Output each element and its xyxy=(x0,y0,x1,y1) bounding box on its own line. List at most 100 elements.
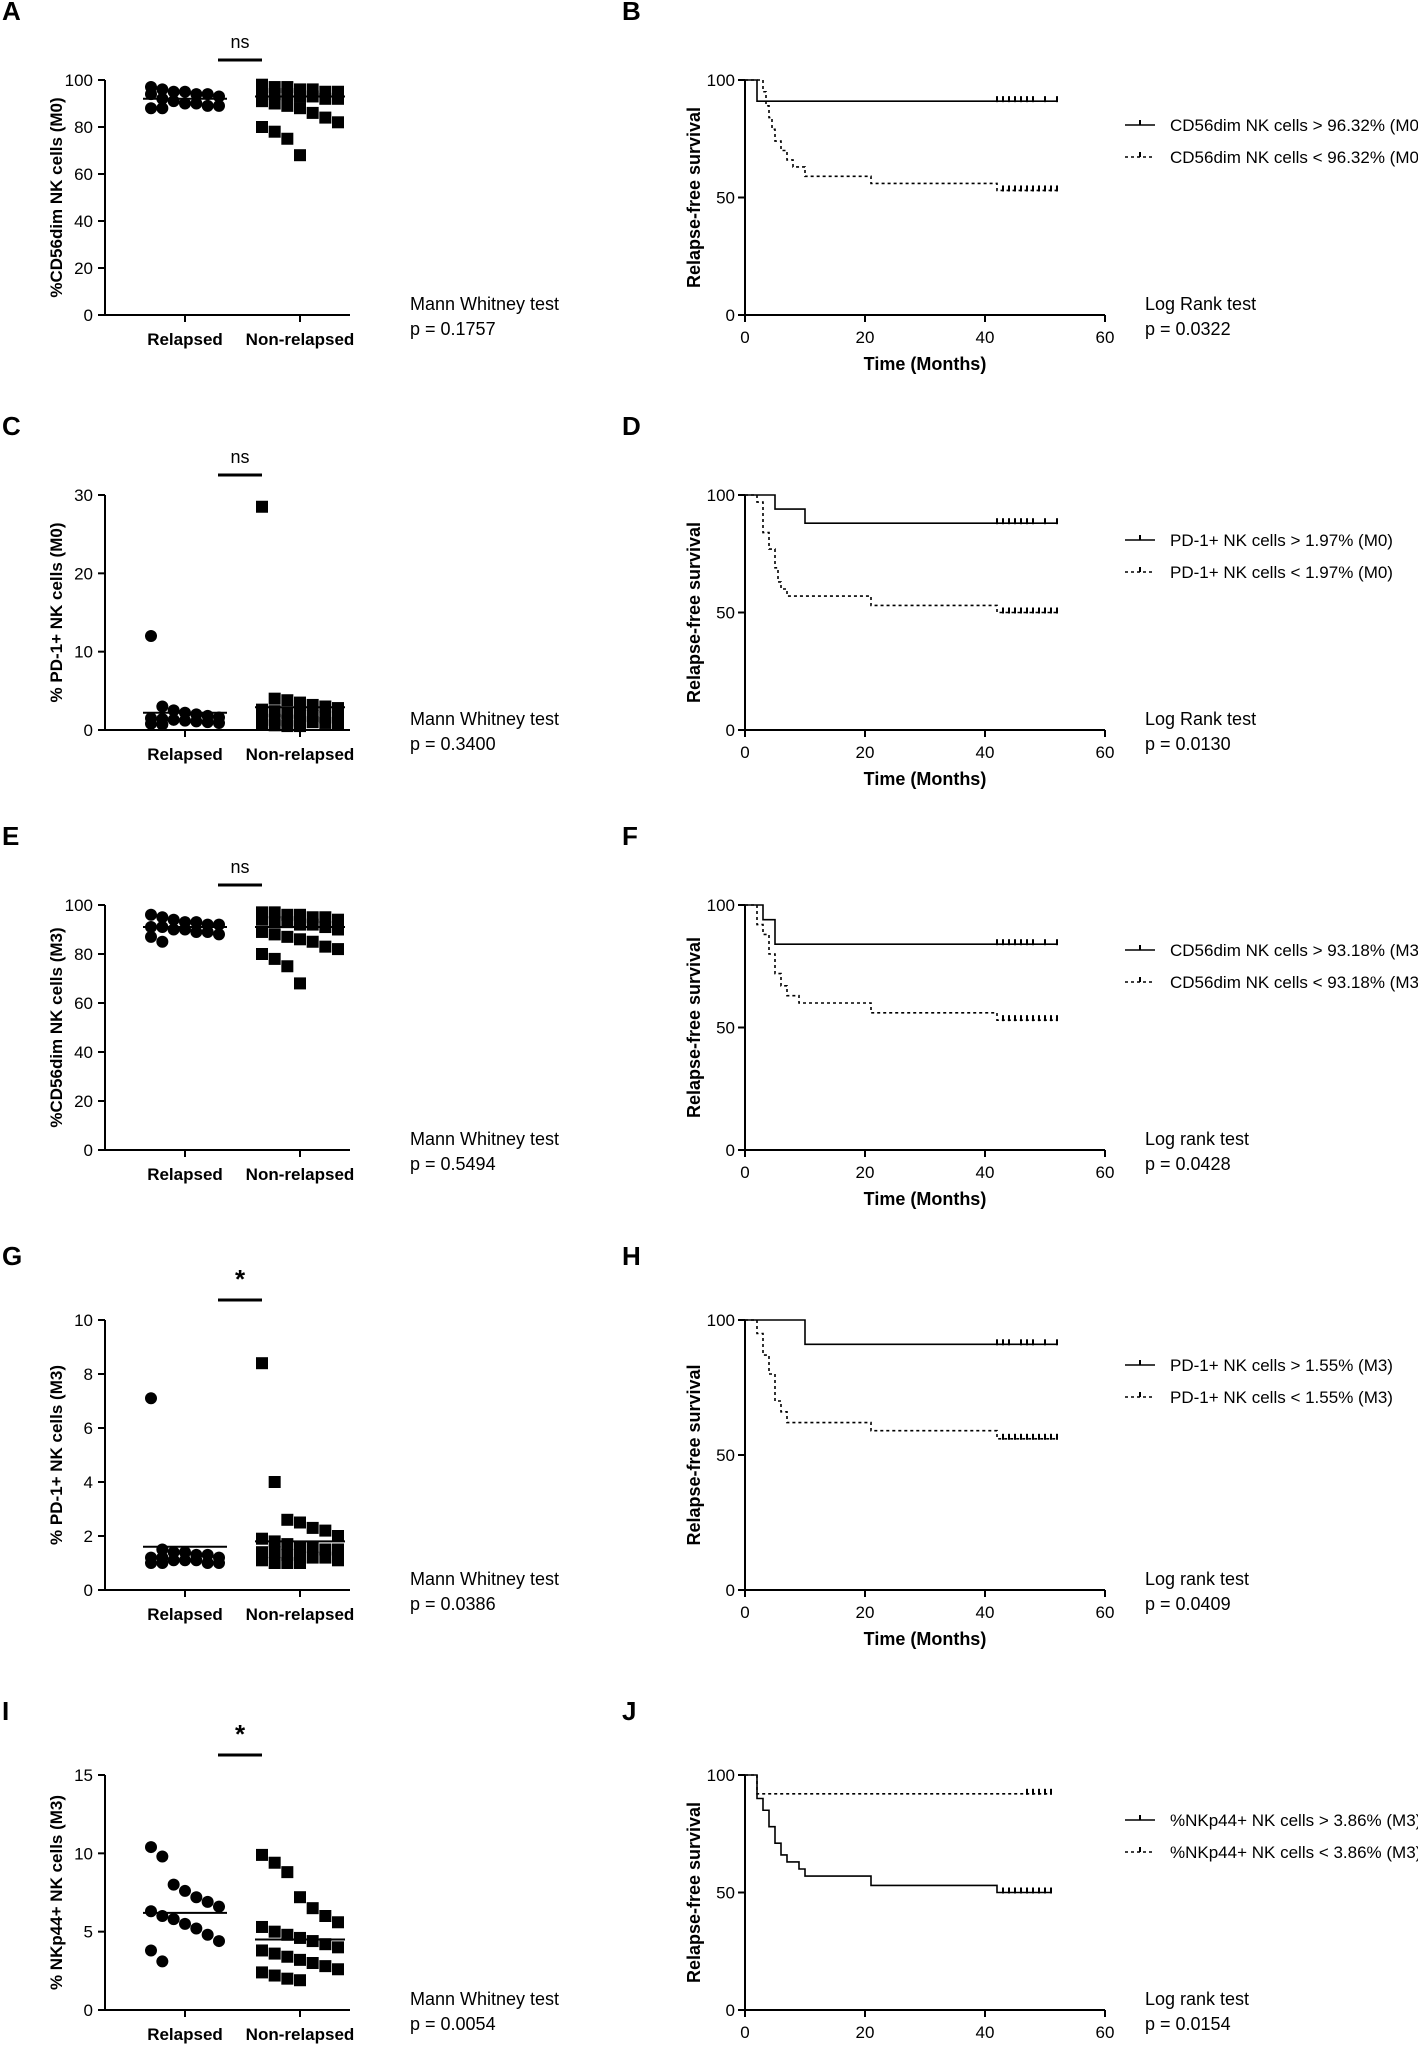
survival-curve-high xyxy=(745,1319,1057,1346)
nonrelapsed-point xyxy=(332,717,344,730)
relapsed-point xyxy=(213,716,225,729)
p-value: p = 0.1757 xyxy=(410,319,496,339)
significance-label: * xyxy=(235,1264,246,1294)
relapsed-point xyxy=(167,923,180,936)
relapsed-point xyxy=(167,913,180,926)
relapsed-point xyxy=(145,630,157,642)
y-axis-title: % PD-1+ NK cells (M3) xyxy=(47,1365,66,1545)
nonrelapsed-point xyxy=(256,1554,268,1567)
nonrelapsed-point xyxy=(281,720,294,733)
relapsed-point xyxy=(145,102,157,115)
stat-test-name: Log Rank test xyxy=(1145,294,1256,314)
y-tick-label: 5 xyxy=(84,1923,93,1942)
y-tick-label: 0 xyxy=(84,721,93,740)
nonrelapsed-point xyxy=(268,1947,281,1960)
p-value: p = 0.0054 xyxy=(410,2014,496,2034)
nonrelapsed-point xyxy=(256,925,268,938)
significance-label: ns xyxy=(230,857,249,877)
y-tick-label: 60 xyxy=(74,994,93,1013)
nonrelapsed-point xyxy=(306,1551,319,1564)
legend-label: CD56dim NK cells > 93.18% (M3) xyxy=(1170,941,1418,960)
nonrelapsed-point xyxy=(268,1557,281,1569)
nonrelapsed-point xyxy=(332,92,344,105)
panel-letter: F xyxy=(622,821,638,851)
nonrelapsed-point xyxy=(332,116,344,129)
nonrelapsed-point xyxy=(294,918,306,931)
relapsed-point xyxy=(179,923,191,936)
relapsed-point xyxy=(190,1922,203,1935)
nonrelapsed-point xyxy=(332,1941,344,1954)
nonrelapsed-point xyxy=(281,960,294,973)
relapsed-point xyxy=(201,99,214,112)
y-tick-label: 8 xyxy=(84,1365,93,1384)
x-axis-title: Time (Months) xyxy=(864,1629,987,1649)
nonrelapsed-point xyxy=(281,1972,294,1985)
nonrelapsed-point xyxy=(281,1557,294,1569)
nonrelapsed-point xyxy=(332,1554,344,1567)
nonrelapsed-point xyxy=(294,149,306,162)
nonrelapsed-point xyxy=(268,1476,281,1488)
panel-letter: I xyxy=(2,1696,9,1726)
nonrelapsed-point xyxy=(294,102,306,115)
y-tick-label: 20 xyxy=(74,259,93,278)
relapsed-point xyxy=(145,1557,157,1569)
nonrelapsed-point xyxy=(256,95,268,108)
y-tick-label: 60 xyxy=(74,165,93,184)
x-tick-label: 20 xyxy=(856,1603,875,1622)
x-axis-title: Time (Months) xyxy=(864,354,987,374)
relapsed-point xyxy=(156,1955,169,1968)
nonrelapsed-point xyxy=(306,1521,319,1534)
survival-curve-high xyxy=(745,494,1057,524)
y-tick-label: 0 xyxy=(726,1581,735,1600)
p-value: p = 0.0130 xyxy=(1145,734,1231,754)
survival-curve-low xyxy=(745,494,1057,614)
y-axis-title: Relapse-free survival xyxy=(684,937,704,1118)
legend-label: PD-1+ NK cells < 1.55% (M3) xyxy=(1170,1388,1393,1407)
category-label: Non-relapsed xyxy=(246,1165,355,1184)
nonrelapsed-point xyxy=(294,1974,306,1987)
x-tick-label: 60 xyxy=(1096,2023,1115,2042)
nonrelapsed-point xyxy=(281,99,294,112)
y-tick-label: 50 xyxy=(716,189,735,208)
nonrelapsed-point xyxy=(319,1910,332,1922)
nonrelapsed-point xyxy=(306,1902,319,1915)
stat-test-name: Mann Whitney test xyxy=(410,1989,559,2009)
dot-panel-c: C 0 10 20 30 Relapsed Non-relapsed % PD-1+ NK c… xyxy=(2,411,559,764)
x-tick-label: 40 xyxy=(976,1603,995,1622)
relapsed-point xyxy=(213,928,225,941)
relapsed-point xyxy=(179,1554,191,1567)
panel-letter: C xyxy=(2,411,21,441)
nonrelapsed-point xyxy=(256,948,268,960)
nonrelapsed-point xyxy=(332,943,344,956)
relapsed-point xyxy=(190,1891,203,1904)
relapsed-point xyxy=(201,1895,214,1908)
y-tick-label: 30 xyxy=(74,486,93,505)
nonrelapsed-point xyxy=(332,1963,344,1976)
y-tick-label: 0 xyxy=(726,721,735,740)
y-tick-label: 100 xyxy=(707,486,735,505)
km-panel-j: J0501000204060Time (Months)Relapse-free … xyxy=(622,1696,1418,2042)
nonrelapsed-point xyxy=(281,1950,294,1963)
nonrelapsed-point xyxy=(281,132,294,145)
relapsed-point xyxy=(167,85,180,98)
relapsed-point xyxy=(190,1554,203,1567)
significance-label: ns xyxy=(230,32,249,52)
nonrelapsed-point xyxy=(256,500,268,513)
x-tick-label: 20 xyxy=(856,2023,875,2042)
relapsed-point xyxy=(156,83,169,96)
nonrelapsed-point xyxy=(256,85,268,98)
nonrelapsed-point xyxy=(268,1969,281,1982)
nonrelapsed-point xyxy=(294,977,306,990)
p-value: p = 0.3400 xyxy=(410,734,496,754)
relapsed-point xyxy=(156,1910,169,1922)
stat-test-name: Mann Whitney test xyxy=(410,709,559,729)
relapsed-point xyxy=(167,1878,180,1891)
nonrelapsed-point xyxy=(294,908,306,921)
nonrelapsed-point xyxy=(281,1928,294,1941)
x-tick-label: 0 xyxy=(740,1163,749,1182)
nonrelapsed-point xyxy=(306,1935,319,1948)
category-label: Relapsed xyxy=(147,330,223,349)
y-tick-label: 100 xyxy=(65,71,93,90)
km-panel-f: F 0 50 100 0 20 40 60 Time (Months) Relapse-free … xyxy=(622,821,1418,1209)
x-tick-label: 40 xyxy=(976,743,995,762)
